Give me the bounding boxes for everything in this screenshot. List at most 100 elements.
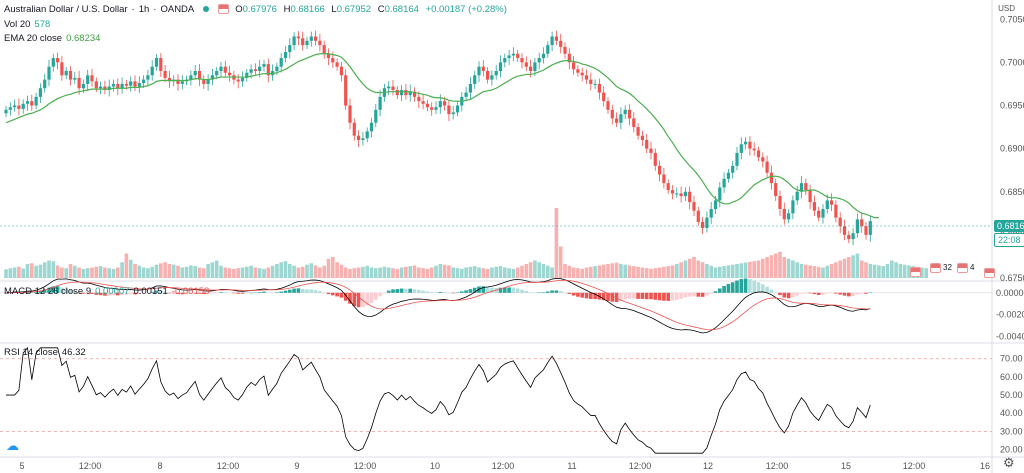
volume-bar bbox=[567, 265, 572, 278]
event-icon[interactable] bbox=[982, 264, 997, 282]
macd-hist-bar bbox=[696, 292, 701, 297]
candle-body bbox=[778, 196, 782, 209]
candle-body bbox=[447, 105, 451, 115]
volume-bar bbox=[189, 265, 193, 278]
macd-hist-bar bbox=[34, 291, 38, 293]
rsi-tick-label: 30.00 bbox=[1000, 426, 1023, 436]
settings-gear-icon[interactable]: ⚙ bbox=[1003, 455, 1015, 470]
currency-label[interactable]: USD bbox=[998, 4, 1015, 13]
candle-body bbox=[150, 66, 154, 76]
flag-icon[interactable] bbox=[217, 4, 229, 15]
macd-hist-bar bbox=[206, 292, 210, 294]
volume-bar bbox=[812, 266, 817, 278]
volume-bar bbox=[111, 268, 116, 278]
macd-hist-bar bbox=[761, 284, 765, 293]
volume-bar bbox=[696, 260, 701, 278]
volume-legend[interactable]: Vol 20 578 bbox=[4, 19, 54, 30]
macd-hist-bar bbox=[563, 292, 567, 293]
candle-body bbox=[636, 127, 640, 136]
ema-legend[interactable]: EMA 20 close 0.68234 bbox=[4, 33, 104, 44]
volume-bar bbox=[507, 268, 511, 278]
macd-hist-bar bbox=[30, 291, 34, 293]
macd-hist-bar bbox=[339, 292, 344, 298]
volume-bar bbox=[326, 258, 331, 278]
symbol-name: Australian Dollar / U.S. Dollar bbox=[4, 4, 128, 15]
candle-body bbox=[632, 118, 636, 128]
macd-hist-bar bbox=[425, 291, 430, 293]
macd-hist-bar bbox=[137, 292, 142, 295]
candle-body bbox=[90, 75, 94, 82]
macd-hist-bar bbox=[554, 290, 559, 293]
candle-body bbox=[718, 187, 722, 201]
macd-hist-bar bbox=[197, 292, 202, 294]
volume-bar bbox=[593, 266, 597, 278]
macd-hist-bar bbox=[399, 288, 404, 293]
volume-bar bbox=[515, 267, 520, 278]
volume-bar bbox=[756, 260, 761, 278]
macd-hist-bar bbox=[442, 291, 447, 293]
macd-hist-bar bbox=[223, 292, 228, 293]
candle-body bbox=[666, 183, 670, 191]
candle-body bbox=[606, 101, 610, 110]
volume-bar bbox=[580, 268, 584, 278]
candle-body bbox=[675, 193, 679, 195]
volume-bar bbox=[146, 268, 150, 278]
price-tick-label: 0.70000 bbox=[1000, 57, 1024, 67]
macd-hist-bar bbox=[343, 292, 348, 301]
volume-bar bbox=[180, 267, 185, 278]
candle-body bbox=[335, 62, 339, 67]
macd-hist-bar bbox=[331, 292, 335, 296]
macd-hist-bar bbox=[193, 292, 197, 294]
macd-hist-bar bbox=[404, 288, 408, 293]
volume-bar bbox=[601, 264, 606, 278]
volume-bar bbox=[270, 265, 275, 278]
macd-hist-bar bbox=[167, 292, 172, 294]
volume-bar bbox=[77, 267, 81, 278]
volume-bar bbox=[21, 268, 25, 278]
volume-bar bbox=[722, 266, 726, 278]
macd-hist-bar bbox=[614, 292, 619, 303]
macd-hist-bar bbox=[623, 292, 627, 300]
macd-hist-bar bbox=[748, 279, 752, 293]
volume-bar bbox=[214, 260, 219, 278]
volume-bar bbox=[412, 265, 417, 278]
volume-bar bbox=[541, 264, 546, 278]
macd-hist-bar bbox=[266, 292, 271, 293]
macd-legend[interactable]: MACD 12 26 close 9 0.00007 0.00151 -0.00158 bbox=[4, 286, 213, 297]
macd-hist-bar bbox=[610, 292, 615, 302]
volume-bar bbox=[481, 268, 486, 278]
volume-bar bbox=[885, 264, 890, 278]
volume-value: 578 bbox=[34, 19, 51, 30]
macd-tick-label: 0.00000 bbox=[996, 288, 1024, 298]
event-icon[interactable]: 32 bbox=[928, 263, 952, 273]
candle-body bbox=[830, 200, 834, 205]
macd-hist-bar bbox=[520, 289, 524, 293]
candle-body bbox=[395, 89, 399, 96]
ema-value: 0.68234 bbox=[66, 33, 101, 44]
volume-bar bbox=[116, 267, 120, 278]
macd-hist-bar bbox=[438, 291, 443, 293]
candle-body bbox=[133, 81, 137, 87]
tradingview-logo-icon: ☁ bbox=[6, 438, 19, 453]
macd-hist-bar bbox=[249, 292, 253, 294]
event-icon[interactable]: 4 bbox=[955, 263, 974, 273]
volume-bar bbox=[47, 260, 51, 278]
volume-bar bbox=[262, 268, 266, 278]
candle-body bbox=[73, 77, 77, 80]
volume-bar bbox=[128, 259, 133, 278]
volume-bar bbox=[98, 266, 103, 278]
rsi-legend[interactable]: RSI 14 close 46.32 bbox=[4, 347, 90, 358]
candle-body bbox=[64, 71, 68, 76]
candle-body bbox=[842, 226, 847, 235]
candle-body bbox=[240, 77, 245, 82]
low-value: 0.67952 bbox=[336, 4, 372, 15]
macd-hist-bar bbox=[451, 292, 455, 294]
event-icon[interactable] bbox=[908, 263, 923, 281]
candle-body bbox=[658, 165, 662, 175]
macd-hist-bar bbox=[111, 292, 116, 296]
time-tick-label: 12:00 bbox=[492, 461, 515, 471]
macd-hist-bar bbox=[232, 292, 236, 294]
volume-bar bbox=[687, 258, 692, 278]
volume-bar bbox=[503, 267, 507, 278]
